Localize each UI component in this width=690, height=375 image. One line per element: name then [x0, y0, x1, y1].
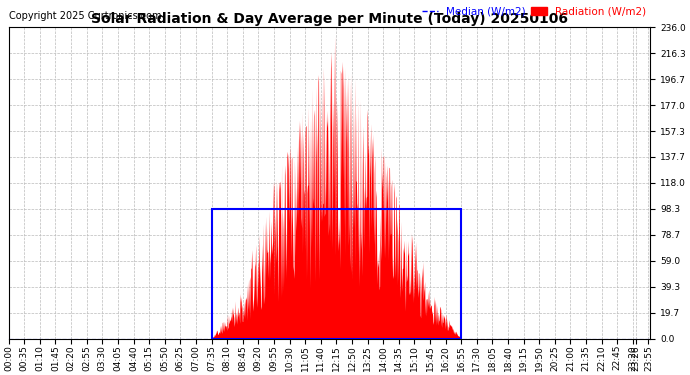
- Legend: Median (W/m2), Radiation (W/m2): Median (W/m2), Radiation (W/m2): [418, 2, 650, 21]
- Bar: [212, 209, 461, 339]
- Text: Copyright 2025 Curtronics.com: Copyright 2025 Curtronics.com: [9, 11, 161, 21]
- Title: Solar Radiation & Day Average per Minute (Today) 20250106: Solar Radiation & Day Average per Minute…: [91, 12, 568, 26]
